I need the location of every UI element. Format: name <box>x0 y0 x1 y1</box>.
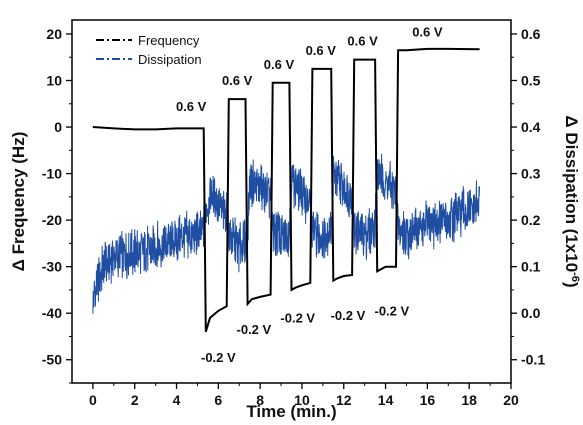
y-right-axis-ticks: 0.6 0.5 0.4 0.3 0.2 0.1 0.0 -0.1 <box>511 26 545 368</box>
x-tick-label: 4 <box>173 392 181 408</box>
y-right-axis-title-main: Δ Dissipation (1x10 <box>562 115 581 272</box>
voltage-annotation: -0.2 V <box>280 311 315 326</box>
y-right-tick-label: 0.3 <box>521 166 541 182</box>
x-tick-label: 8 <box>256 392 264 408</box>
y-left-tick-label: -10 <box>42 166 62 182</box>
legend: Frequency Dissipation <box>96 33 202 67</box>
y-right-tick-label: 0.0 <box>521 305 541 321</box>
x-tick-label: 2 <box>131 392 139 408</box>
y-left-tick-label: -50 <box>42 352 62 368</box>
legend-label-frequency: Frequency <box>138 33 200 48</box>
voltage-annotation: 0.6 V <box>347 34 378 49</box>
y-left-tick-label: -30 <box>42 259 62 275</box>
y-left-tick-label: -20 <box>42 212 62 228</box>
x-axis-ticks: 0 2 4 6 8 10 12 14 16 18 20 <box>89 383 519 408</box>
y-right-tick-label: 0.2 <box>521 212 541 228</box>
voltage-annotation: 0.6 V <box>412 24 443 39</box>
y-left-tick-label: 20 <box>46 26 62 42</box>
y-left-axis-title: Δ Frequency (Hz) <box>9 132 28 272</box>
voltage-annotation: 0.6 V <box>176 99 207 114</box>
y-left-tick-label: 0 <box>54 119 62 135</box>
voltage-annotation: 0.6 V <box>222 73 253 88</box>
y-right-tick-label: -0.1 <box>521 352 545 368</box>
y-left-tick-label: -40 <box>42 305 62 321</box>
y-right-axis-title: Δ Dissipation (1x10-6) <box>562 115 581 287</box>
voltage-annotation: 0.6 V <box>306 43 337 58</box>
voltage-annotation: -0.2 V <box>331 308 366 323</box>
x-tick-label: 0 <box>89 392 97 408</box>
x-tick-label: 6 <box>214 392 222 408</box>
voltage-annotation: 0.6 V <box>264 57 295 72</box>
y-left-tick-label: 10 <box>46 73 62 89</box>
y-right-tick-label: 0.6 <box>521 26 541 42</box>
y-right-axis-title-close: ) <box>562 282 581 288</box>
x-tick-label: 12 <box>336 392 352 408</box>
x-tick-label: 14 <box>378 392 394 408</box>
y-right-axis-title-superscript: -6 <box>569 272 581 282</box>
voltage-annotation: -0.2 V <box>201 350 236 365</box>
x-tick-label: 20 <box>503 392 519 408</box>
x-axis-title: Time (min.) <box>246 402 336 421</box>
series-dissipation-line <box>92 153 480 314</box>
voltage-annotation: -0.2 V <box>374 304 409 319</box>
y-right-tick-label: 0.1 <box>521 259 541 275</box>
x-tick-label: 18 <box>461 392 477 408</box>
legend-label-dissipation: Dissipation <box>138 52 202 67</box>
plot-frame <box>71 19 512 384</box>
series-frequency-line <box>92 47 480 333</box>
annotation-layer: 0.6 V0.6 V0.6 V0.6 V0.6 V0.6 V-0.2 V-0.2… <box>176 24 443 365</box>
y-left-axis-ticks: 20 10 0 -10 -20 -30 -40 -50 <box>42 26 72 384</box>
series-layer <box>92 47 480 333</box>
x-tick-label: 16 <box>420 392 436 408</box>
y-right-tick-label: 0.4 <box>521 119 541 135</box>
y-right-tick-label: 0.5 <box>521 73 541 89</box>
voltage-annotation: -0.2 V <box>237 322 272 337</box>
x-tick-label: 10 <box>294 392 310 408</box>
